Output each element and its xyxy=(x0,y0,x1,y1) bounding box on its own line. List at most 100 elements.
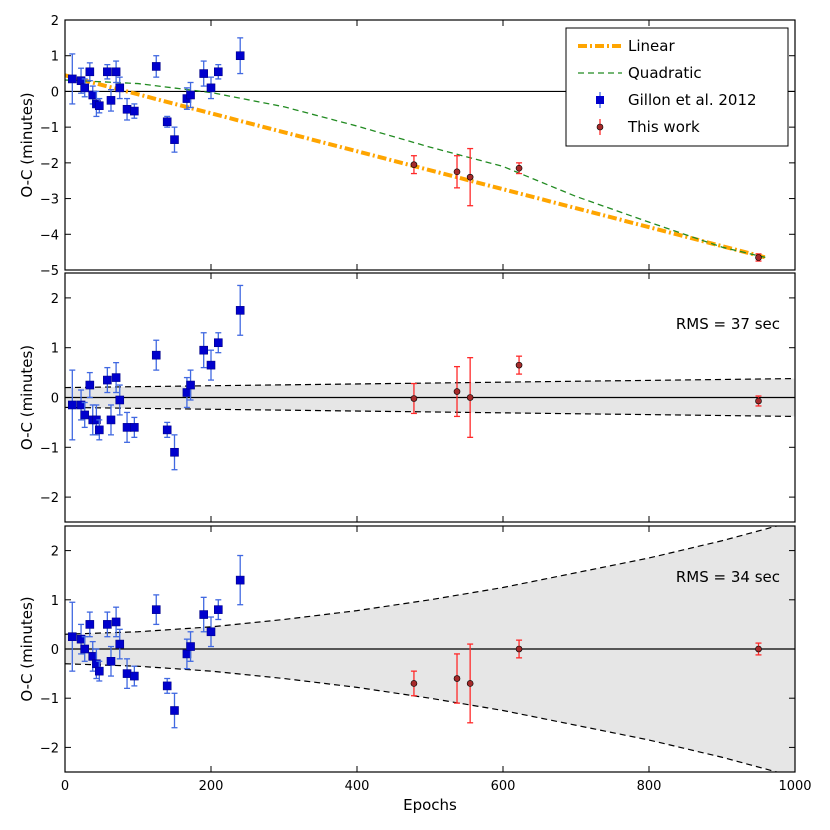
gillon-point xyxy=(106,96,116,105)
gillon-point xyxy=(103,375,112,385)
rms-annotation: RMS = 37 sec xyxy=(676,315,780,333)
gillon-point xyxy=(95,666,104,676)
gillon-point xyxy=(235,51,245,61)
gillon-point xyxy=(122,104,132,114)
gillon-point xyxy=(151,350,161,360)
gillon-point xyxy=(206,360,216,370)
gillon-point xyxy=(106,656,116,666)
gillon-point xyxy=(186,90,195,100)
gillon-point xyxy=(106,415,116,425)
gillon-point xyxy=(88,652,98,661)
axes-frame xyxy=(64,19,796,271)
gillon-point xyxy=(214,67,223,77)
y-tick-label: −1 xyxy=(40,692,59,707)
gillon-point xyxy=(235,306,245,315)
gillon-point xyxy=(130,671,139,681)
legend-label: This work xyxy=(627,118,700,136)
gillon-point xyxy=(170,447,179,457)
gillon-point xyxy=(111,67,121,77)
y-tick-label: 1 xyxy=(51,342,59,357)
gillon-point xyxy=(68,400,77,410)
gillon-point xyxy=(80,83,90,93)
y-axis-title: O-C (minutes) xyxy=(18,92,36,197)
gillon-point xyxy=(214,605,223,614)
legend-label: Linear xyxy=(628,37,675,55)
gillon-point xyxy=(162,425,172,435)
y-tick-label: 1 xyxy=(51,50,59,65)
gillon-point xyxy=(85,380,95,390)
x-axis-title: Epochs xyxy=(403,796,457,814)
gillon-point xyxy=(122,423,132,432)
gillon-point xyxy=(235,575,245,585)
gillon-point xyxy=(206,83,216,93)
x-tick-label: 600 xyxy=(491,779,516,794)
legend-thiswork-swatch xyxy=(596,123,604,131)
thiswork-point xyxy=(453,675,461,682)
gillon-point xyxy=(199,69,208,78)
y-tick-label: −1 xyxy=(40,441,59,456)
plot-area xyxy=(65,37,795,262)
gillon-point xyxy=(88,90,98,100)
y-tick-label: 1 xyxy=(51,594,59,609)
gillon-point xyxy=(103,67,112,77)
rms-annotation: RMS = 34 sec xyxy=(676,568,780,586)
legend-gillon-swatch xyxy=(596,96,604,104)
gillon-point xyxy=(199,345,208,355)
band-upper-line xyxy=(65,526,780,635)
y-axis-title: O-C (minutes) xyxy=(18,596,36,701)
gillon-point xyxy=(162,681,172,691)
gillon-point xyxy=(80,644,90,654)
gillon-point xyxy=(170,135,179,144)
gillon-point xyxy=(130,106,139,116)
thiswork-point xyxy=(466,394,474,401)
thiswork-point xyxy=(453,168,461,176)
thiswork-point xyxy=(755,254,762,261)
x-tick-label: 1000 xyxy=(778,779,811,794)
y-tick-label: 2 xyxy=(51,14,59,29)
y-tick-label: −4 xyxy=(40,228,59,243)
panel-bottom: −2 −1 0 1 2 O-C (minutes) RMS = 34 sec 0 200 400 6… xyxy=(18,525,812,794)
gillon-point xyxy=(151,62,161,71)
thiswork-point xyxy=(755,397,762,405)
thiswork-point xyxy=(410,161,418,168)
gillon-point xyxy=(85,67,95,77)
x-tick-label: 400 xyxy=(345,779,370,794)
thiswork-point xyxy=(453,388,461,395)
thiswork-point xyxy=(466,173,474,181)
gillon-point xyxy=(214,338,223,348)
legend-label: Gillon et al. 2012 xyxy=(628,91,757,109)
thiswork-point xyxy=(410,395,418,402)
y-tick-label: −1 xyxy=(40,121,59,136)
y-tick-label: −2 xyxy=(40,741,59,756)
gillon-point xyxy=(76,76,86,86)
gillon-point xyxy=(186,380,195,390)
y-tick-label: 2 xyxy=(51,292,59,307)
thiswork-point xyxy=(515,361,523,369)
gillon-point xyxy=(170,706,179,715)
gillon-point xyxy=(199,610,208,619)
y-tick-label: 0 xyxy=(51,85,59,100)
legend-label: Quadratic xyxy=(628,64,702,82)
plot-area xyxy=(65,526,795,772)
y-axis-title: O-C (minutes) xyxy=(18,345,36,450)
gillon-point xyxy=(85,620,95,629)
gillon-point xyxy=(186,642,195,651)
plot-area xyxy=(65,284,795,471)
panel-middle: −2 −1 0 1 2 O-C (minutes) RMS = 37 sec xyxy=(18,272,796,523)
gillon-point xyxy=(182,649,192,659)
x-tick-label: 800 xyxy=(637,779,662,794)
thiswork-point xyxy=(515,164,523,172)
gillon-point xyxy=(111,617,121,627)
gillon-point xyxy=(103,620,112,629)
y-tick-label: −2 xyxy=(40,491,59,506)
x-tick-label: 200 xyxy=(199,779,224,794)
y-tick-label: 0 xyxy=(51,392,59,407)
thiswork-point xyxy=(755,645,762,653)
x-tick-label: 0 xyxy=(61,779,69,794)
gillon-point xyxy=(115,639,125,649)
thiswork-point xyxy=(410,680,418,687)
gillon-point xyxy=(206,627,216,637)
gillon-point xyxy=(115,83,125,93)
gillon-point xyxy=(151,605,161,614)
